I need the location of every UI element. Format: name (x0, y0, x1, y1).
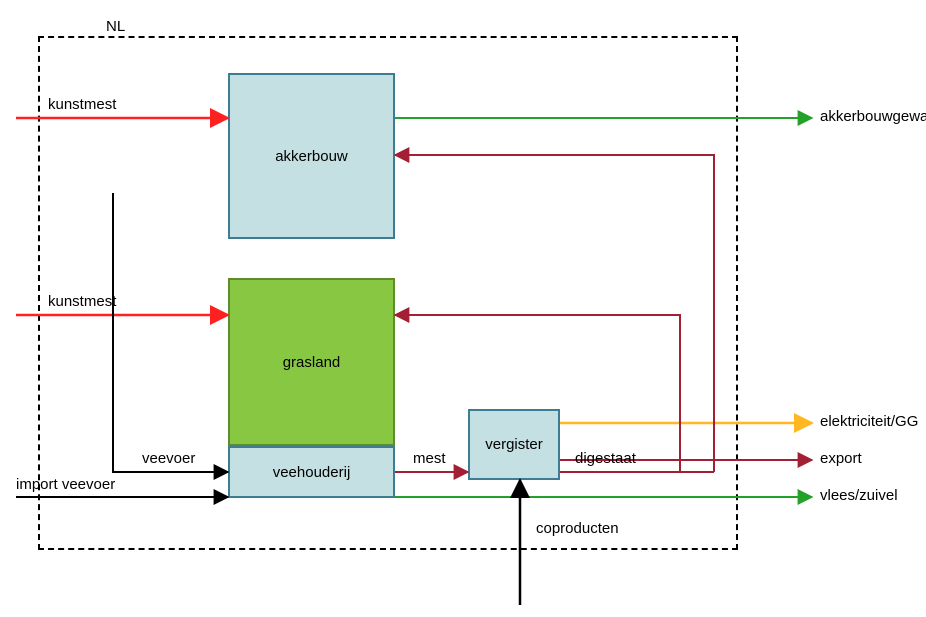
node-label: veehouderij (273, 464, 351, 481)
label-digestaat: digestaat (575, 450, 636, 467)
label-mest: mest (413, 450, 446, 467)
boundary-label: NL (106, 18, 125, 35)
node-vergister: vergister (468, 409, 560, 480)
node-label: akkerbouw (275, 148, 348, 165)
label-kunstmest1: kunstmest (48, 96, 116, 113)
node-label: grasland (283, 354, 341, 371)
label-export: export (820, 450, 862, 467)
node-label: vergister (485, 436, 543, 453)
label-kunstmest2: kunstmest (48, 293, 116, 310)
node-grasland: grasland (228, 278, 395, 446)
label-veevoer: veevoer (142, 450, 195, 467)
diagram-canvas: NL akkerbouw grasland veehouderij vergis… (0, 0, 926, 617)
label-vlees-zuivel: vlees/zuivel (820, 487, 898, 504)
label-coproducten: coproducten (536, 520, 619, 537)
node-veehouderij: veehouderij (228, 446, 395, 498)
label-import-veevoer: import veevoer (16, 476, 115, 493)
label-akkerbouwgewas: akkerbouwgewas (820, 108, 926, 125)
node-akkerbouw: akkerbouw (228, 73, 395, 239)
label-elektriciteit: elektriciteit/GG (820, 413, 918, 430)
